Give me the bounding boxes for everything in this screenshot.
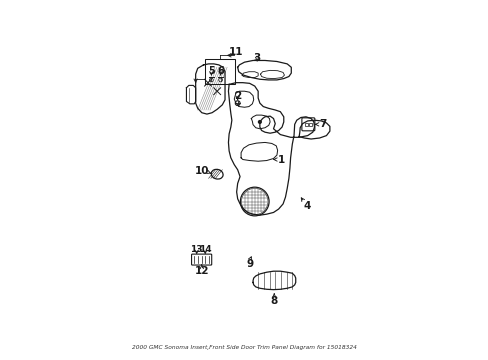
Text: 11: 11	[228, 47, 243, 57]
Text: 8: 8	[270, 296, 277, 306]
Text: 5: 5	[207, 66, 214, 76]
Text: 9: 9	[245, 259, 253, 269]
Text: 7: 7	[319, 119, 326, 129]
Text: 2000 GMC Sonoma Insert,Front Side Door Trim Panel Diagram for 15018324: 2000 GMC Sonoma Insert,Front Side Door T…	[132, 345, 356, 350]
Bar	[304, 123, 307, 126]
Text: 13: 13	[190, 245, 203, 254]
Text: 6: 6	[217, 66, 224, 76]
Text: 12: 12	[194, 266, 209, 276]
Circle shape	[258, 121, 261, 123]
Text: 10: 10	[195, 166, 209, 176]
Text: 4: 4	[304, 201, 311, 211]
Bar	[308, 123, 311, 126]
Text: 3: 3	[253, 53, 260, 63]
Bar	[205, 59, 235, 84]
Text: 2: 2	[234, 91, 241, 101]
Text: 14: 14	[199, 245, 211, 254]
Text: 1: 1	[277, 154, 284, 165]
